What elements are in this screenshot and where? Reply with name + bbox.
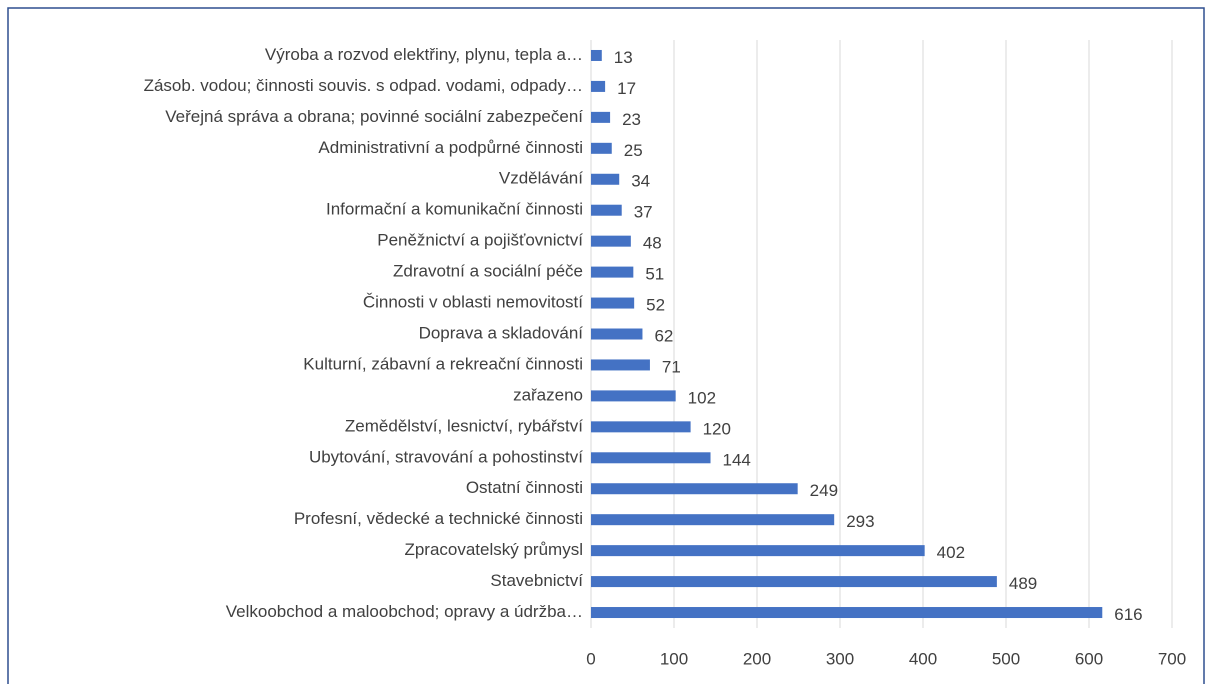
y-tick-label: Vzdělávání xyxy=(499,169,583,188)
data-label: 71 xyxy=(662,357,681,376)
data-label: 102 xyxy=(688,388,716,407)
x-tick-label: 400 xyxy=(909,649,937,668)
data-label: 37 xyxy=(634,203,653,222)
y-tick-label: Doprava a skladování xyxy=(419,323,584,342)
data-label: 34 xyxy=(631,172,650,191)
bar xyxy=(591,297,635,309)
x-tick-label: 600 xyxy=(1075,649,1103,668)
y-tick-label: Stavebnictví xyxy=(490,571,583,590)
y-tick-label: Kulturní, zábavní a rekreační činnosti xyxy=(303,354,583,373)
y-tick-label: Zemědělství, lesnictví, rybářství xyxy=(345,416,583,435)
x-tick-label: 700 xyxy=(1158,649,1186,668)
x-tick-label: 300 xyxy=(826,649,854,668)
data-label: 52 xyxy=(646,296,665,315)
y-tick-label: Velkoobchod a maloobchod; opravy a údržb… xyxy=(226,602,583,621)
chart-frame xyxy=(7,7,1205,684)
bar xyxy=(591,483,798,495)
data-label: 489 xyxy=(1009,574,1037,593)
y-tick-label: Profesní, vědecké a technické činnosti xyxy=(294,509,583,528)
bar xyxy=(591,111,611,123)
data-label: 62 xyxy=(654,326,673,345)
y-tick-label: Administrativní a podpůrné činnosti xyxy=(318,138,583,157)
data-label: 120 xyxy=(703,419,731,438)
bar xyxy=(591,173,620,185)
bar xyxy=(591,545,925,557)
y-tick-label: zařazeno xyxy=(513,385,583,404)
y-tick-label: Informační a komunikační činnosti xyxy=(326,200,583,219)
y-tick-label: Činnosti v oblasti nemovitostí xyxy=(363,293,583,312)
x-tick-label: 0 xyxy=(586,649,595,668)
data-label: 23 xyxy=(622,110,641,129)
data-label: 25 xyxy=(624,141,643,160)
bar xyxy=(591,421,691,433)
y-tick-label: Veřejná správa a obrana; povinné sociáln… xyxy=(165,107,583,126)
y-tick-label: Zpracovatelský průmysl xyxy=(404,540,583,559)
bar xyxy=(591,576,997,588)
bar xyxy=(591,49,602,61)
data-label: 249 xyxy=(810,481,838,500)
y-tick-label: Peněžnictví a pojišťovnictví xyxy=(377,231,583,250)
x-tick-label: 500 xyxy=(992,649,1020,668)
data-label: 17 xyxy=(617,79,636,98)
x-tick-label: 200 xyxy=(743,649,771,668)
y-tick-label: Výroba a rozvod elektřiny, plynu, tepla … xyxy=(265,45,583,64)
bar xyxy=(591,607,1103,619)
bar xyxy=(591,514,835,526)
data-label: 402 xyxy=(937,543,965,562)
y-tick-label: Ubytování, stravování a pohostinství xyxy=(309,447,583,466)
data-label: 616 xyxy=(1114,605,1142,624)
bar xyxy=(591,235,631,247)
y-tick-label: Zásob. vodou; činnosti souvis. s odpad. … xyxy=(144,76,583,95)
bar xyxy=(591,390,676,402)
x-tick-label: 100 xyxy=(660,649,688,668)
bar xyxy=(591,266,634,278)
data-label: 293 xyxy=(846,512,874,531)
bar xyxy=(591,80,606,92)
bar xyxy=(591,359,650,371)
bar xyxy=(591,142,612,154)
bar xyxy=(591,452,711,464)
y-tick-label: Ostatní činnosti xyxy=(466,478,583,497)
data-label: 48 xyxy=(643,234,662,253)
bar xyxy=(591,328,643,340)
data-label: 51 xyxy=(645,265,664,284)
bar xyxy=(591,204,622,216)
data-label: 13 xyxy=(614,48,633,67)
y-tick-label: Zdravotní a sociální péče xyxy=(393,262,583,281)
data-label: 144 xyxy=(723,450,751,469)
